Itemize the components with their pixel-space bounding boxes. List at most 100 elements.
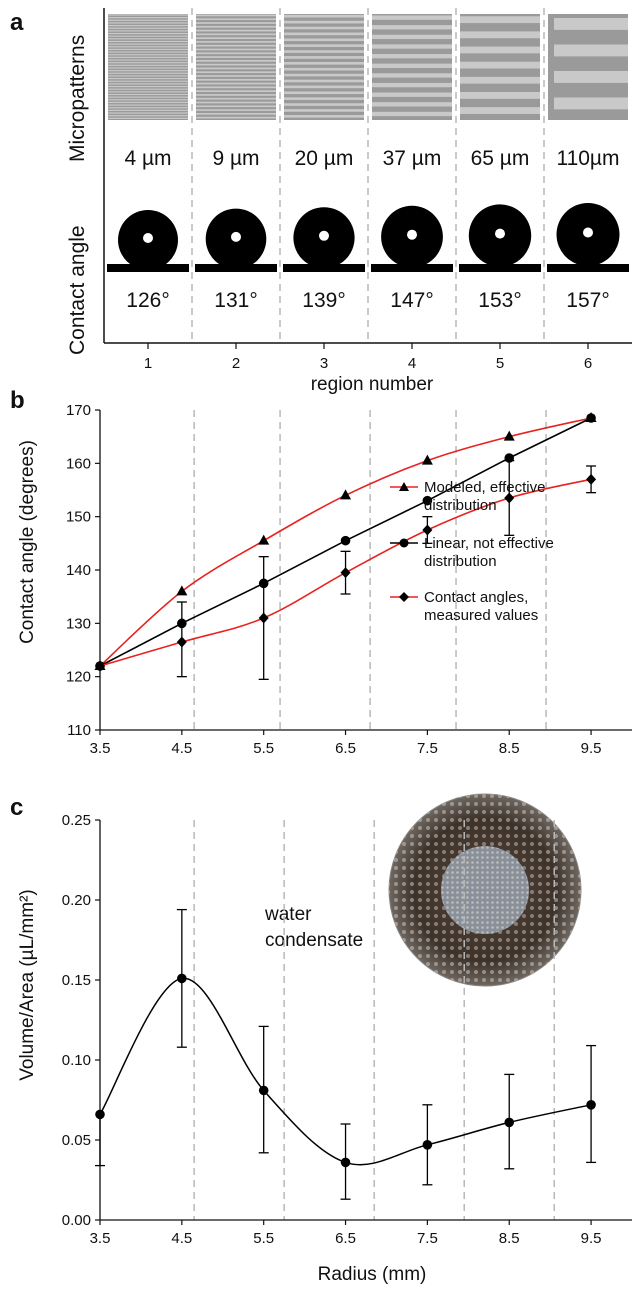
panel-c-y-title: Volume/Area (µL/mm²) [17,889,38,1081]
x-tick-label: 6.5 [335,1230,356,1247]
data-point-circle [422,495,433,506]
micropattern-stripe [196,71,276,74]
micropattern-stripe [108,27,188,29]
panel-a-x-title: region number [311,374,434,395]
micropattern-stripe [196,94,276,96]
micropattern-stripe [284,73,364,77]
contact-angle-label: 157° [566,289,609,312]
micropattern-stripe [460,76,540,84]
micropattern-stripe [460,91,540,99]
micropattern-stripe [196,52,276,55]
panel-c: c Volume/Area (µL/mm²) Radius (mm) [10,793,632,1285]
micropattern-stripe [196,29,276,32]
micropattern-stripe [284,114,364,118]
x-tick-label: 8.5 [499,1230,520,1247]
micropattern-stripe [196,63,276,66]
micropattern-stripe [284,44,364,47]
data-point [258,1085,269,1096]
micropattern-stripe [196,105,276,108]
micropattern-image [108,14,188,120]
x-tick-label: 8.5 [499,740,520,757]
x-tick-label: 3.5 [90,1230,111,1247]
annotation-condensate: condensate [265,930,363,951]
micropattern-stripe [284,38,364,42]
legend-label-linear-2: distribution [424,553,497,570]
region-number-label: 5 [496,355,504,372]
micropattern-stripe [108,32,188,35]
micropattern-stripe [372,73,452,78]
x-tick-label: 4.5 [171,1230,192,1247]
micropattern-stripe [108,40,188,43]
micropattern-width-label: 20 µm [295,147,354,170]
y-tick-label: 0.05 [62,1132,91,1149]
panel-c-x-title: Radius (mm) [318,1264,427,1285]
droplet-substrate [371,264,453,272]
micropattern-stripe [108,115,188,117]
y-tick-label: 0.00 [62,1212,91,1229]
x-tick-label: 7.5 [417,1230,438,1247]
micropattern-stripe [372,15,452,20]
data-point [95,1109,105,1120]
data-point-diamond [504,492,515,504]
micropattern-stripe [372,63,452,68]
y-tick-label: 0.15 [62,972,91,989]
micropattern-stripe [108,30,188,32]
micropattern-stripe [108,77,188,80]
micropattern-stripe [196,25,276,28]
micropattern-stripe [196,109,276,111]
y-tick-label: 0.20 [62,892,91,909]
micropattern-stripe [372,92,452,97]
micropattern-stripe [284,32,364,36]
micropattern-stripe [284,109,364,112]
micropattern-width-label: 37 µm [383,147,442,170]
micropattern-stripe [108,83,188,85]
data-point [340,1157,351,1168]
y-tick-label: 120 [66,669,91,686]
micropattern-stripe [108,88,188,90]
micropattern-width-label: 65 µm [471,147,530,170]
legend-label-measured-2: measured values [424,607,538,624]
row-label-micropatterns: Micropatterns [66,35,89,162]
micropattern-stripe [108,24,188,27]
micropattern-stripe [284,103,364,106]
micropattern-stripe [108,107,188,109]
micropattern-stripe [108,17,188,19]
contact-angle-label: 153° [478,289,521,312]
data-point-triangle [340,489,352,500]
micropattern-stripe [196,37,276,39]
micropattern-stripe [108,109,188,111]
micropattern-stripe [554,17,628,30]
micropattern-stripe [284,61,364,65]
x-tick-label: 9.5 [581,740,602,757]
micropattern-stripe [554,97,628,110]
y-tick-label: 150 [66,509,91,526]
micropattern-stripe [108,93,188,96]
legend-marker-diamond [399,592,409,602]
y-tick-label: 0.10 [62,1052,91,1069]
micropattern-stripe [554,44,628,57]
contact-angle-label: 147° [390,289,433,312]
micropattern-stripe [108,46,188,48]
micropattern-stripe [460,107,540,114]
panel-a-letter: a [10,9,24,36]
droplet-highlight [231,231,241,242]
data-point-triangle [258,534,270,545]
data-point-triangle [176,585,188,596]
micropattern-image [284,14,364,120]
micropattern-stripe [372,44,452,49]
x-tick-label: 9.5 [581,1230,602,1247]
data-point-diamond [422,524,433,536]
micropattern-stripe [372,53,452,59]
micropattern-width-label: 4 µm [124,147,171,170]
y-tick-label: 130 [66,615,91,632]
micropattern-stripe [372,111,452,117]
micropattern-stripe [196,56,276,58]
legend-marker-circle [399,538,409,548]
micropattern-stripe [108,62,188,64]
micropattern-stripe [196,41,276,43]
micropattern-stripe [372,25,452,30]
y-tick-label: 0.25 [62,812,91,829]
region-number-label: 1 [144,355,152,372]
contact-angle-label: 139° [302,289,345,312]
micropattern-stripe [196,67,276,70]
